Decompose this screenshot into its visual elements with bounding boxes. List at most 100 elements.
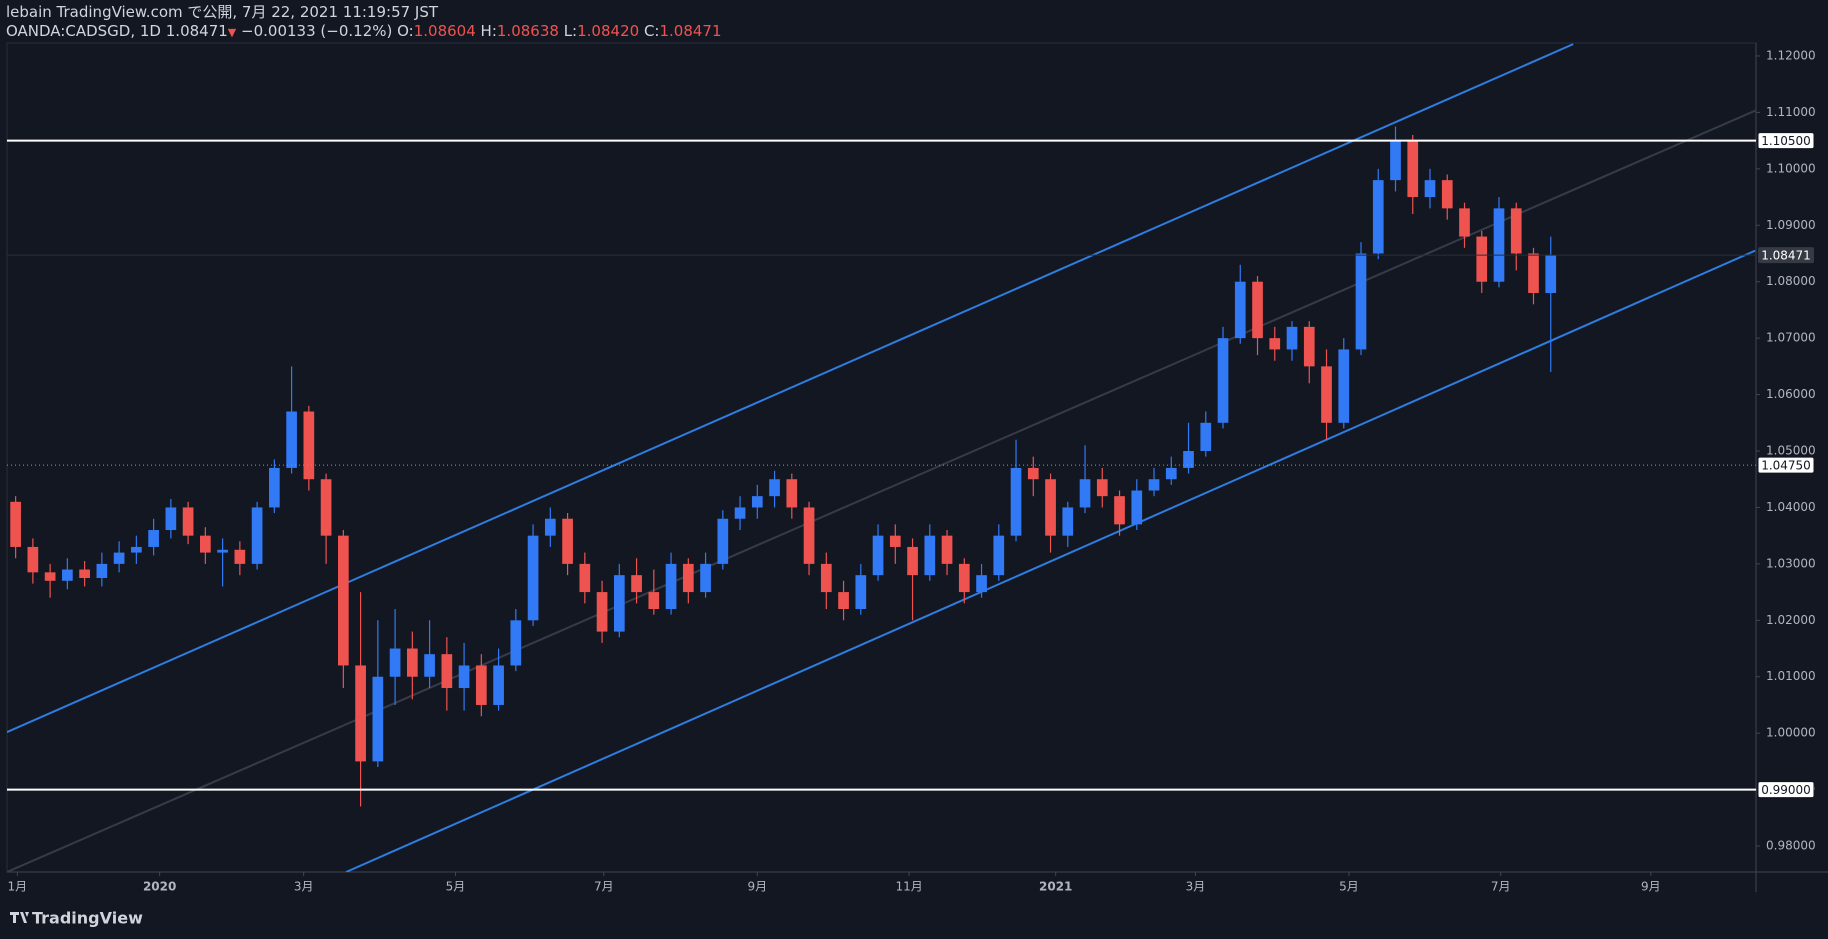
candle-body bbox=[1372, 180, 1384, 254]
candle-body bbox=[200, 535, 211, 553]
candle-body bbox=[872, 535, 884, 576]
candle-body bbox=[1234, 281, 1246, 339]
y-tick-label: 1.10000 bbox=[1766, 161, 1816, 175]
trend-line bbox=[345, 249, 1756, 872]
candle-body bbox=[113, 552, 125, 564]
candle-body bbox=[251, 507, 263, 564]
candle-body bbox=[372, 676, 384, 762]
candle-body bbox=[907, 546, 918, 576]
y-tick-label: 0.98000 bbox=[1766, 839, 1816, 853]
level-tag bbox=[1757, 781, 1815, 799]
candle-body bbox=[510, 620, 522, 666]
ohlc-value: 1.08638 bbox=[496, 22, 559, 40]
x-tick-label: 11月 bbox=[895, 880, 922, 894]
candle-body bbox=[424, 654, 435, 677]
candle-body bbox=[527, 535, 539, 621]
x-tick-label: 2020 bbox=[143, 880, 176, 894]
x-tick-label: 5月 bbox=[446, 880, 466, 894]
candle-body bbox=[1096, 479, 1108, 497]
ohlc-label: H: bbox=[480, 22, 497, 40]
candle-body bbox=[803, 507, 815, 564]
level-tag bbox=[1757, 132, 1815, 150]
candle-body bbox=[596, 592, 608, 632]
candle-body bbox=[717, 518, 729, 564]
publisher: lebain TradingView.com で公開, 7月 22, 2021 … bbox=[6, 3, 439, 21]
candle-body bbox=[269, 467, 280, 508]
ohlc-value: 1.08471 bbox=[659, 22, 722, 40]
y-tick-label: 1.07000 bbox=[1766, 331, 1816, 345]
candle-body bbox=[665, 563, 677, 610]
candle-body bbox=[976, 575, 987, 593]
candle-body bbox=[1200, 422, 1212, 452]
candle-body bbox=[1062, 507, 1074, 536]
y-tick-label: 1.12000 bbox=[1766, 48, 1816, 62]
candle-body bbox=[1114, 496, 1125, 525]
candle-body bbox=[1079, 479, 1091, 508]
ohlc-value: 1.08420 bbox=[577, 22, 640, 40]
x-tick-label: 1月 bbox=[8, 880, 28, 894]
candle-body bbox=[79, 569, 90, 578]
candle-body bbox=[648, 592, 660, 610]
candle-body bbox=[303, 411, 315, 480]
candle-body bbox=[320, 479, 332, 536]
candle-body bbox=[182, 507, 194, 536]
y-tick-label: 1.11000 bbox=[1766, 105, 1816, 119]
y-tick-label: 1.09000 bbox=[1766, 218, 1816, 232]
last-price-label: 1.08471 bbox=[1761, 249, 1811, 263]
footer-logo bbox=[10, 912, 29, 923]
symbol: OANDA:CADSGD, 1D bbox=[6, 22, 161, 40]
trend-line bbox=[7, 43, 1574, 733]
y-tick-label: 1.01000 bbox=[1766, 669, 1816, 683]
candle-body bbox=[406, 648, 418, 677]
candle-body bbox=[148, 530, 159, 547]
candle-body bbox=[1010, 467, 1022, 536]
candle-body bbox=[700, 563, 711, 593]
y-tick-label: 1.05000 bbox=[1766, 444, 1816, 458]
candle-body bbox=[493, 665, 504, 705]
candle-body bbox=[1545, 255, 1557, 293]
candle-body bbox=[27, 546, 39, 573]
candle-body bbox=[958, 563, 970, 593]
candle-body bbox=[786, 479, 798, 508]
y-tick-label: 1.03000 bbox=[1766, 556, 1816, 570]
candle-body bbox=[855, 575, 867, 610]
candle-body bbox=[1303, 326, 1315, 367]
candle-body bbox=[337, 535, 349, 666]
x-tick-label: 3月 bbox=[1186, 880, 1206, 894]
candle-body bbox=[751, 496, 763, 508]
candle-body bbox=[1441, 180, 1453, 209]
x-tick-label: 7月 bbox=[1491, 880, 1511, 894]
candle-body bbox=[355, 665, 366, 762]
candle-body bbox=[441, 654, 453, 689]
candle-body bbox=[544, 518, 556, 536]
header: lebain TradingView.com で公開, 7月 22, 2021 … bbox=[6, 3, 722, 42]
candle-body bbox=[1355, 253, 1367, 350]
candle-body bbox=[1459, 208, 1470, 237]
footer-brand: TradingView bbox=[32, 909, 143, 928]
candle-body bbox=[682, 563, 694, 593]
x-tick-label: 9月 bbox=[747, 880, 767, 894]
ohlc-label: L: bbox=[563, 22, 578, 40]
candle-body bbox=[941, 535, 953, 564]
candle-body bbox=[1165, 467, 1177, 480]
candle-body bbox=[1510, 208, 1522, 254]
candle-body bbox=[820, 563, 832, 593]
candle-body bbox=[1045, 479, 1056, 536]
candle-body bbox=[993, 535, 1005, 576]
change-arrow: ▼ bbox=[227, 26, 237, 39]
candle-body bbox=[96, 563, 108, 578]
candle-body bbox=[1252, 281, 1263, 339]
level-tag-label: 0.99000 bbox=[1761, 783, 1811, 797]
candle-body bbox=[1321, 366, 1332, 423]
candle-body bbox=[286, 411, 297, 468]
x-tick-label: 2021 bbox=[1039, 880, 1072, 894]
candle-body bbox=[838, 592, 849, 610]
candle-body bbox=[579, 563, 591, 593]
candle-body bbox=[44, 572, 56, 581]
quote-line: OANDA:CADSGD, 1D 1.08471▼ −0.00133 (−0.1… bbox=[6, 22, 722, 42]
plot-frame bbox=[6, 42, 1757, 873]
level-tag-label: 1.04750 bbox=[1761, 459, 1811, 473]
candle-body bbox=[1338, 349, 1350, 423]
ohlc-value: 1.08604 bbox=[413, 22, 476, 40]
